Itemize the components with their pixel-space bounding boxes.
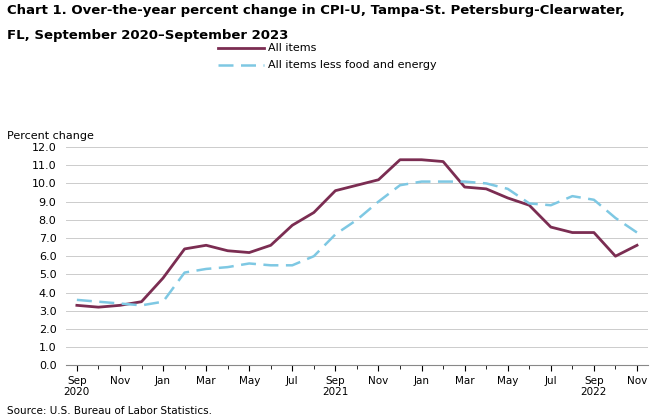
Text: All items less food and energy: All items less food and energy — [268, 60, 436, 70]
Text: FL, September 2020–September 2023: FL, September 2020–September 2023 — [7, 29, 288, 42]
Text: All items: All items — [268, 43, 316, 53]
Text: Source: U.S. Bureau of Labor Statistics.: Source: U.S. Bureau of Labor Statistics. — [7, 406, 212, 416]
Text: Chart 1. Over-the-year percent change in CPI-U, Tampa-St. Petersburg-Clearwater,: Chart 1. Over-the-year percent change in… — [7, 4, 625, 17]
Text: Percent change: Percent change — [7, 131, 93, 141]
